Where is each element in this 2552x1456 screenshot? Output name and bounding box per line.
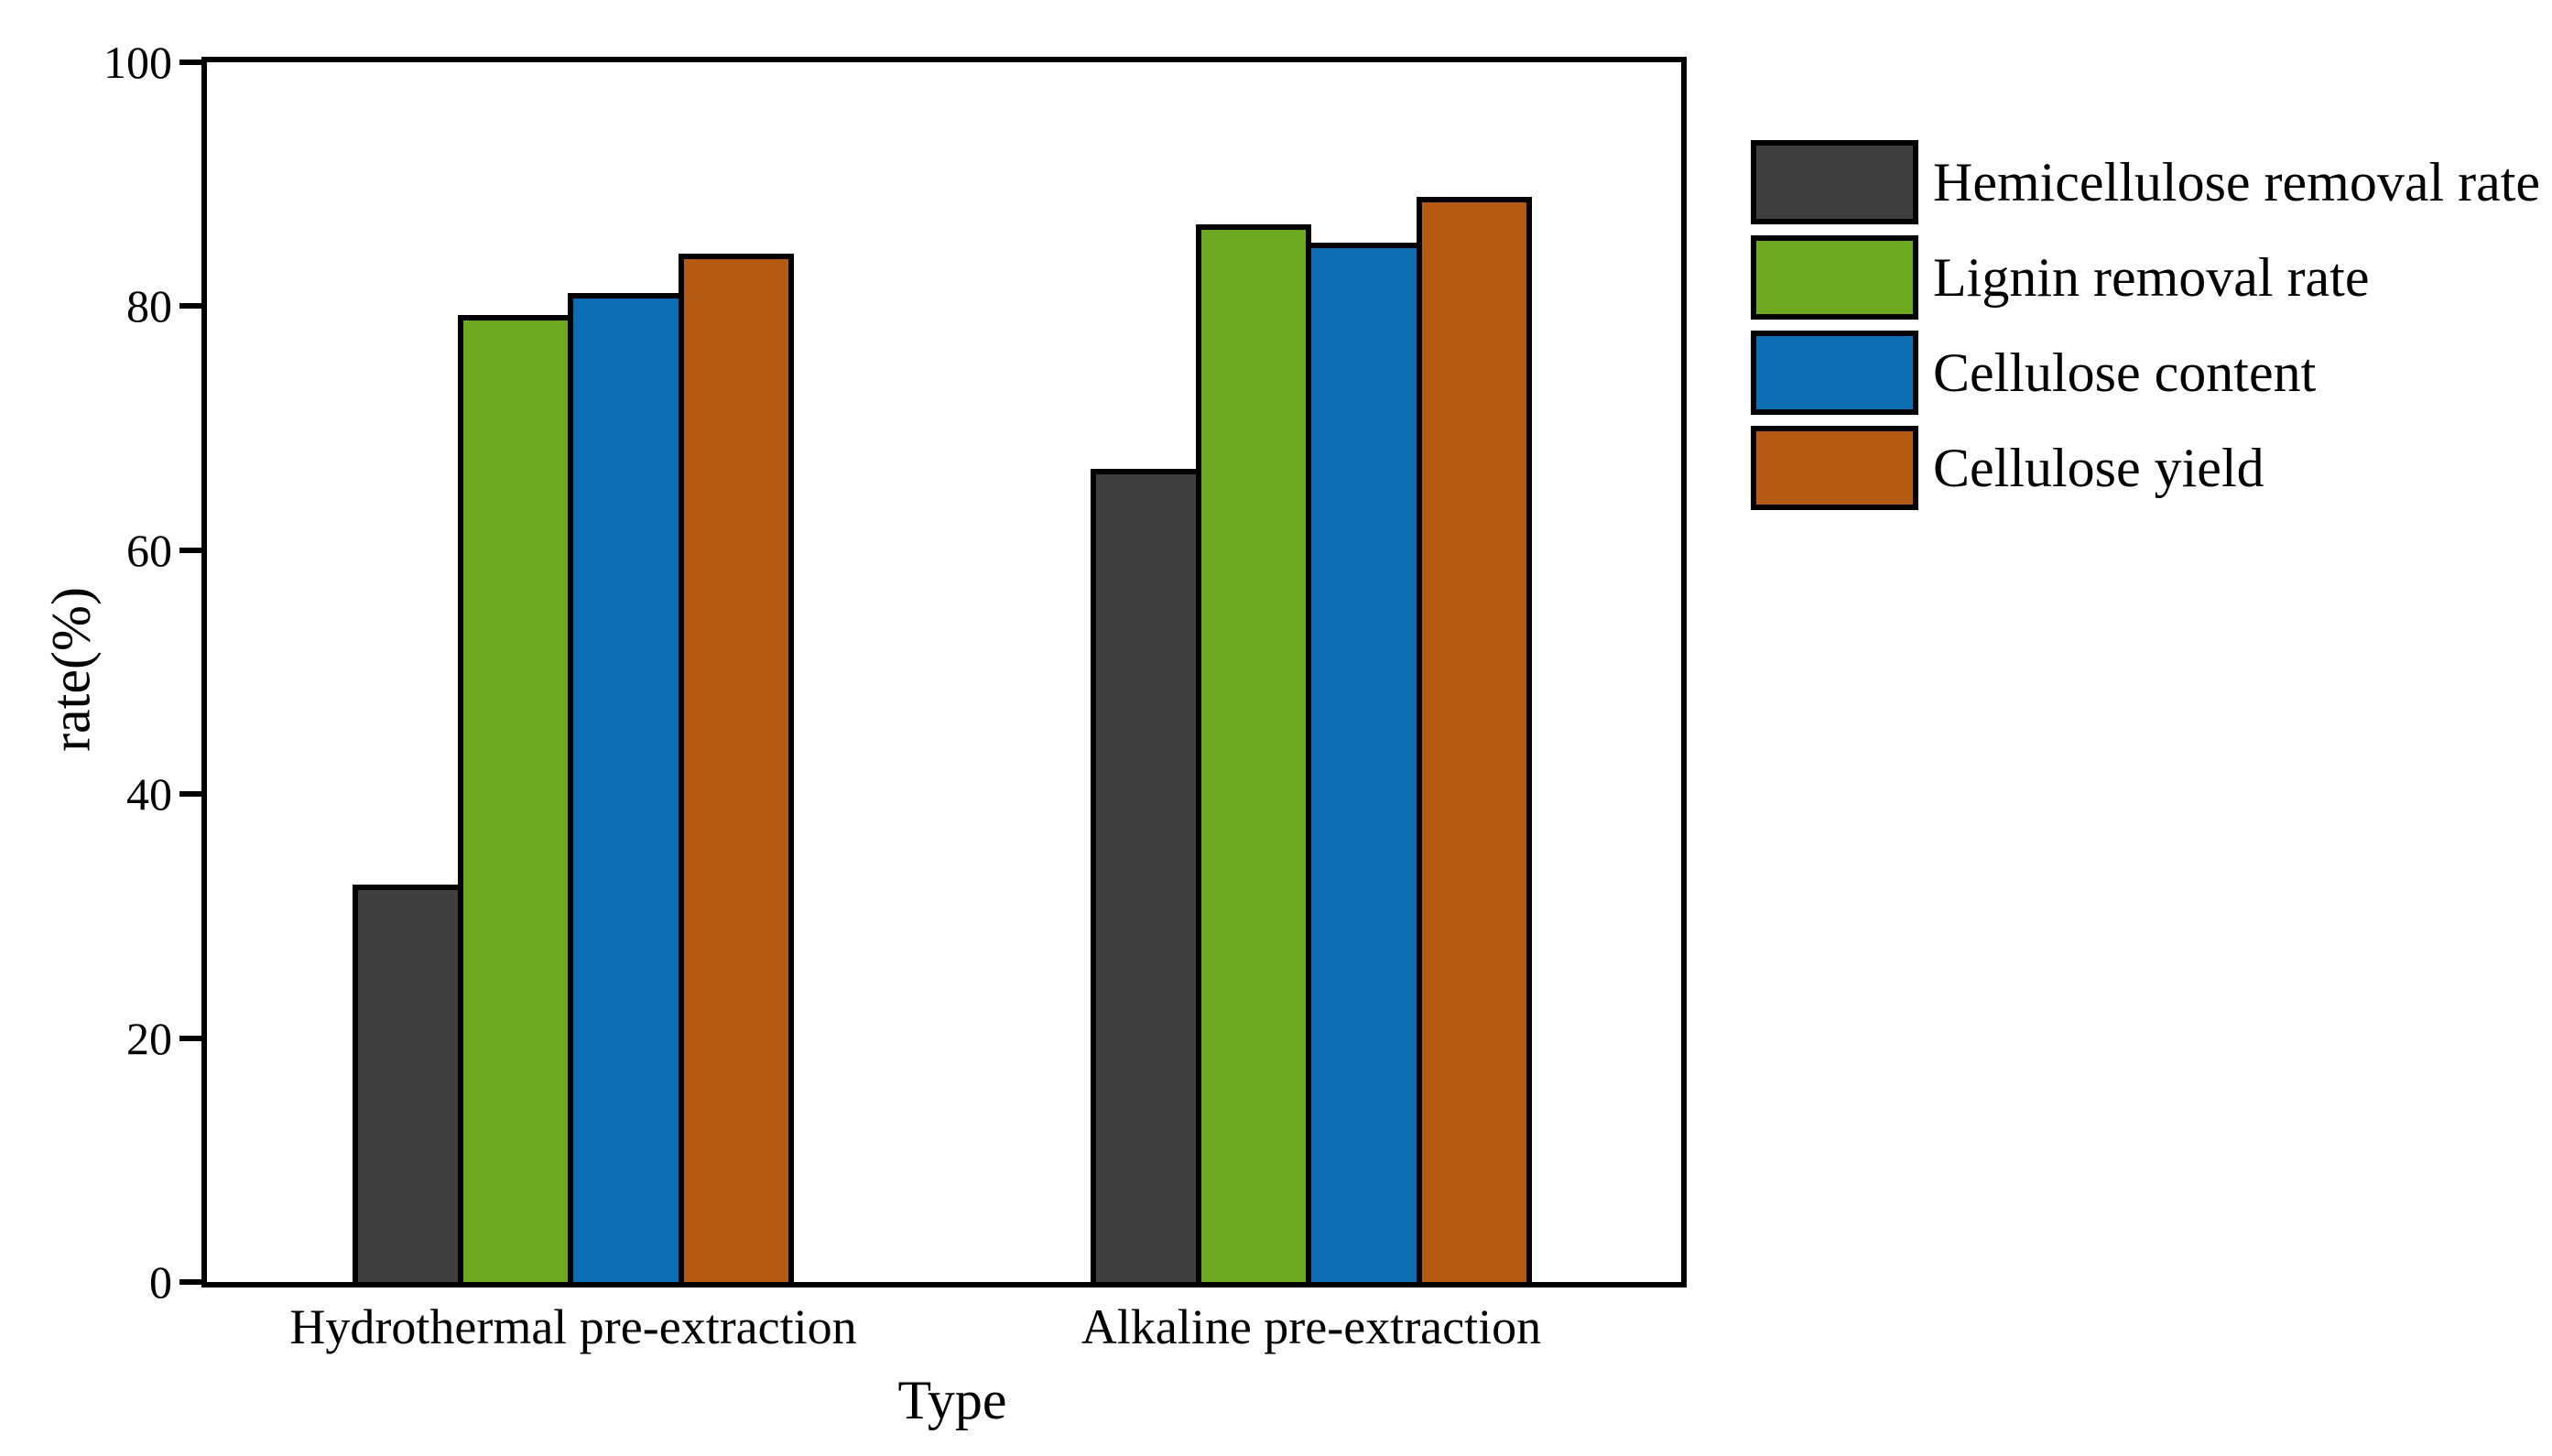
bar	[1417, 197, 1532, 1282]
bar	[1306, 243, 1422, 1282]
legend-label: Cellulose content	[1933, 342, 2317, 403]
y-tick-label: 100	[103, 37, 172, 88]
category-label: Alkaline pre-extraction	[1081, 1299, 1542, 1354]
legend-label: Cellulose yield	[1933, 437, 2264, 498]
legend-row: Hemicellulose removal rate	[1751, 140, 2540, 224]
y-tick	[179, 1036, 201, 1041]
y-tick	[179, 60, 201, 65]
bar	[458, 315, 573, 1282]
y-tick-label: 80	[126, 280, 172, 331]
legend-swatch	[1751, 140, 1918, 224]
y-tick	[179, 791, 201, 797]
y-tick	[179, 548, 201, 553]
y-tick-label: 40	[126, 768, 172, 820]
y-tick-label: 60	[126, 525, 172, 576]
y-tick-label: 0	[149, 1256, 172, 1308]
legend-label: Hemicellulose removal rate	[1933, 151, 2541, 212]
legend-row: Cellulose content	[1751, 331, 2540, 415]
bar	[679, 254, 794, 1282]
y-tick-label: 20	[126, 1013, 172, 1064]
legend-row: Lignin removal rate	[1751, 235, 2540, 320]
legend: Hemicellulose removal rate Lignin removal…	[1751, 140, 2540, 521]
bar	[1091, 469, 1201, 1282]
legend-swatch	[1751, 235, 1918, 320]
category-label: Hydrothermal pre-extraction	[289, 1299, 857, 1354]
bar	[353, 885, 463, 1282]
legend-swatch	[1751, 331, 1918, 415]
bar	[568, 293, 684, 1282]
legend-swatch	[1751, 426, 1918, 510]
legend-label: Lignin removal rate	[1933, 246, 2370, 308]
x-axis-title: Type	[897, 1370, 1007, 1430]
bar	[1196, 224, 1311, 1282]
legend-row: Cellulose yield	[1751, 426, 2540, 510]
y-tick	[179, 1279, 201, 1285]
y-tick	[179, 303, 201, 309]
y-axis-title: rate(%)	[40, 587, 102, 752]
